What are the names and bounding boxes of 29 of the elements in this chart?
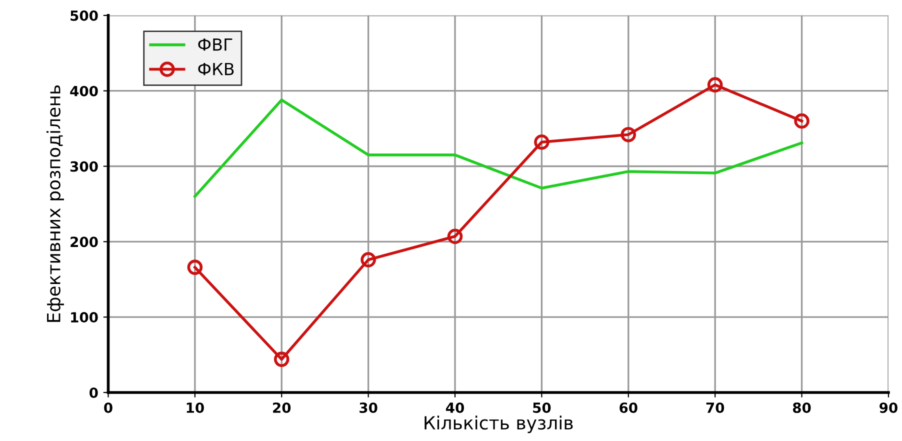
point (707, 77, 723, 92)
legend-label: ФКВ (198, 62, 234, 76)
point (360, 252, 376, 268)
y-axis-title: Ефективних розподілень (46, 85, 64, 322)
point (447, 228, 463, 244)
point (794, 113, 810, 129)
point (187, 260, 203, 275)
point (274, 352, 290, 367)
x-tick-label: 20 (273, 402, 291, 413)
y-tick-label: 0 (90, 387, 98, 398)
x-tick-label: 80 (792, 402, 811, 413)
y-tick-label: 400 (70, 86, 98, 96)
x-tick-label: 30 (360, 402, 378, 413)
y-tick-label: 300 (70, 161, 98, 172)
y-tick-label: 100 (71, 312, 98, 323)
x-tick-label: 50 (533, 402, 551, 413)
x-tick-label: 90 (880, 402, 898, 413)
point (620, 126, 636, 142)
x-tick-label: 0 (104, 402, 112, 413)
y-tick-label: 500 (70, 10, 98, 21)
x-tick-label: 70 (706, 402, 724, 413)
line-series (194, 98, 804, 198)
x-tick-label: 60 (620, 402, 638, 413)
y-tick-label: 200 (70, 236, 98, 248)
x-tick-label: 40 (446, 402, 464, 413)
legend-label: ФВГ (198, 38, 232, 51)
x-axis-title: Кількість вузлів (424, 416, 573, 434)
x-tick-label: 10 (186, 402, 204, 413)
point (534, 134, 550, 150)
